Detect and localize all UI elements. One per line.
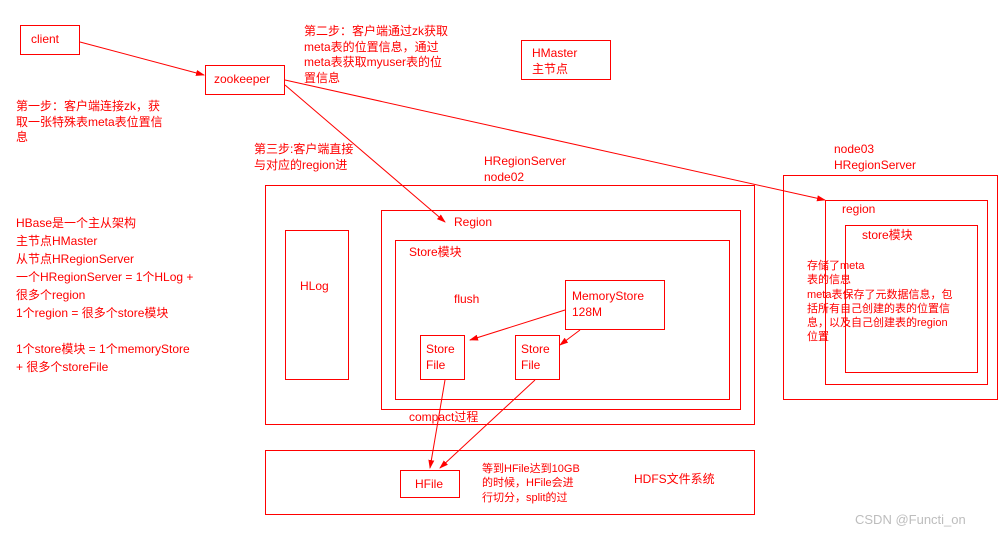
zookeeper-label: zookeeper bbox=[214, 72, 270, 88]
hmaster-box: HMaster 主节点 bbox=[521, 40, 611, 80]
storefile2-label: Store File bbox=[521, 342, 550, 373]
step3-text: 第三步:客户端直接 与对应的region进 bbox=[250, 138, 357, 177]
node03-label-text: node03 HRegionServer bbox=[830, 138, 920, 177]
hbase-desc-text: HBase是一个主从架构 主节点HMaster 从节点HRegionServer… bbox=[12, 210, 197, 380]
memorystore-box: MemoryStore 128M bbox=[565, 280, 665, 330]
region2-label-text: region bbox=[838, 198, 879, 222]
hfile-note-text: 等到HFile达到10GB 的时候，HFile会进 行切分，split的过 bbox=[478, 458, 584, 509]
step2-text: 第二步：客户端通过zk获取 meta表的位置信息，通过 meta表获取myuse… bbox=[300, 20, 452, 90]
store-label-text: Store模块 bbox=[405, 241, 466, 265]
hfile-label: HFile bbox=[415, 477, 443, 493]
client-box: client bbox=[20, 25, 80, 55]
memorystore-label: MemoryStore 128M bbox=[572, 289, 644, 320]
hlog-label: HLog bbox=[300, 279, 329, 295]
store2-label-text: store模块 bbox=[858, 224, 917, 248]
meta-note-text: 存储了meta 表的信息 meta表保存了元数据信息，包 括所有自己创建的表的位… bbox=[803, 255, 956, 349]
storefile1-box: Store File bbox=[420, 335, 465, 380]
compact-text: compact过程 bbox=[405, 406, 482, 430]
hfile-box: HFile bbox=[400, 470, 460, 498]
storefile1-label: Store File bbox=[426, 342, 455, 373]
region-label-text: Region bbox=[450, 211, 496, 235]
step1-text: 第一步：客户端连接zk，获 取一张特殊表meta表位置信 息 bbox=[12, 95, 167, 150]
hdfs-label-text: HDFS文件系统 bbox=[630, 468, 719, 492]
flush-label-text: flush bbox=[450, 288, 483, 312]
hmaster-label: HMaster 主节点 bbox=[532, 46, 577, 77]
hlog-box: HLog bbox=[285, 230, 349, 380]
hrs-label-text: HRegionServer node02 bbox=[480, 150, 570, 189]
client-label: client bbox=[31, 32, 59, 48]
storefile2-box: Store File bbox=[515, 335, 560, 380]
zookeeper-box: zookeeper bbox=[205, 65, 285, 95]
watermark-text: CSDN @Functi_on bbox=[855, 512, 966, 527]
arrow-client-to-zk bbox=[80, 42, 204, 75]
